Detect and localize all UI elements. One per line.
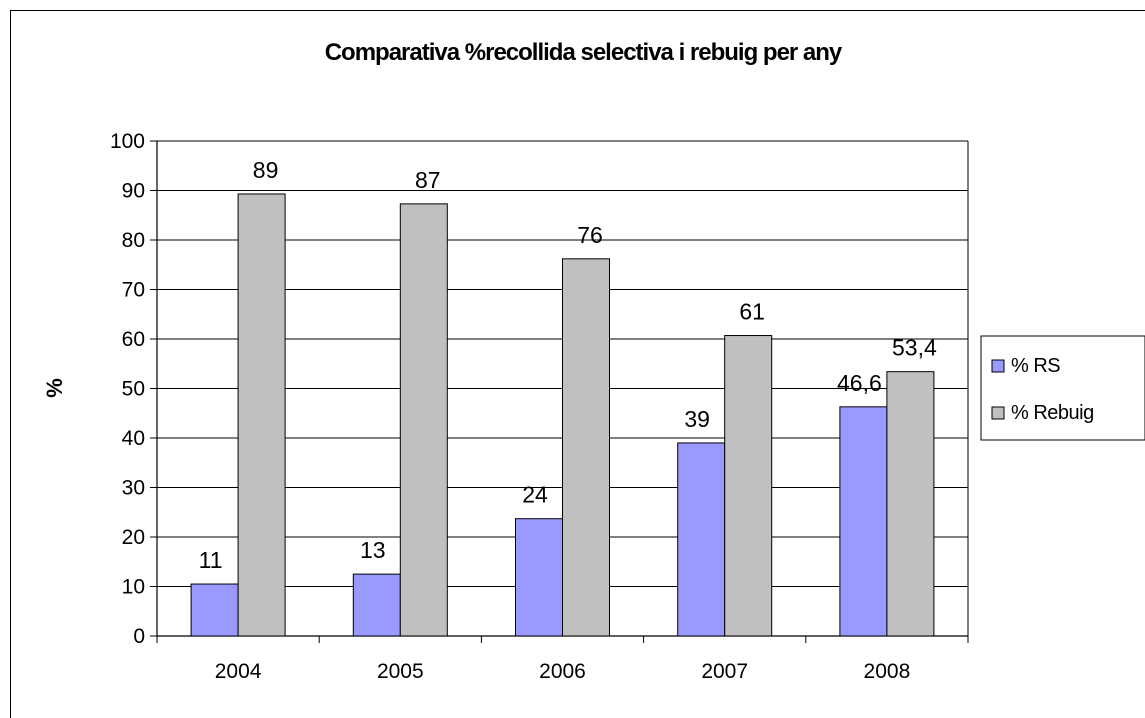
legend-label: % Rebuig	[1011, 402, 1094, 424]
legend-swatch	[991, 406, 1005, 420]
plot-area: 0 10 20 30 40 50 60 70 80 90 100 2004 11 89 2005 13 87 20…	[110, 130, 969, 683]
legend-label: % RS	[1011, 355, 1060, 377]
x-tick-label: 2006	[539, 660, 586, 683]
bar	[562, 258, 610, 637]
y-tick-label: 80	[122, 229, 145, 252]
bar	[352, 573, 401, 637]
y-tick-label: 30	[122, 477, 145, 500]
data-label: 53,4	[892, 335, 937, 361]
chart-title: Comparativa %recollida selectiva i rebui…	[325, 39, 843, 66]
x-tick-label: 2004	[215, 660, 262, 683]
data-label: 13	[360, 537, 386, 563]
x-tick-label: 2005	[377, 660, 424, 683]
data-label: 39	[684, 406, 710, 432]
y-tick-label: 10	[122, 576, 145, 599]
y-tick-label: 90	[122, 180, 145, 203]
data-label: 87	[415, 167, 441, 193]
data-label: 46,6	[837, 370, 882, 396]
data-label: 11	[199, 547, 223, 573]
bar	[190, 583, 239, 637]
y-tick-label: 100	[110, 130, 145, 153]
y-tick-label: 60	[122, 328, 145, 351]
legend-swatch	[991, 359, 1005, 373]
data-label: 61	[739, 299, 765, 325]
y-tick-label: 40	[122, 427, 145, 450]
legend: % RS % Rebuig	[980, 335, 1145, 441]
data-label: 24	[522, 482, 548, 508]
bar	[677, 442, 726, 637]
bar	[399, 203, 448, 637]
y-tick-label: 50	[122, 378, 145, 401]
bar	[839, 406, 888, 637]
y-axis-label: %	[42, 378, 67, 398]
y-tick-label: 70	[122, 279, 145, 302]
bar	[515, 518, 563, 637]
x-tick-label: 2008	[864, 660, 911, 683]
legend-box	[980, 335, 1145, 441]
data-label: 76	[577, 222, 603, 248]
bar	[724, 335, 773, 637]
x-tick-label: 2007	[701, 660, 748, 683]
y-tick-label: 20	[122, 526, 145, 549]
bar	[237, 193, 286, 637]
y-tick-label: 0	[133, 625, 145, 648]
bar	[886, 371, 935, 637]
data-label: 89	[253, 157, 279, 183]
